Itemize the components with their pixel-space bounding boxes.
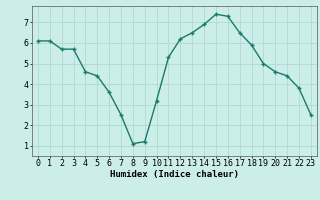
X-axis label: Humidex (Indice chaleur): Humidex (Indice chaleur): [110, 170, 239, 179]
